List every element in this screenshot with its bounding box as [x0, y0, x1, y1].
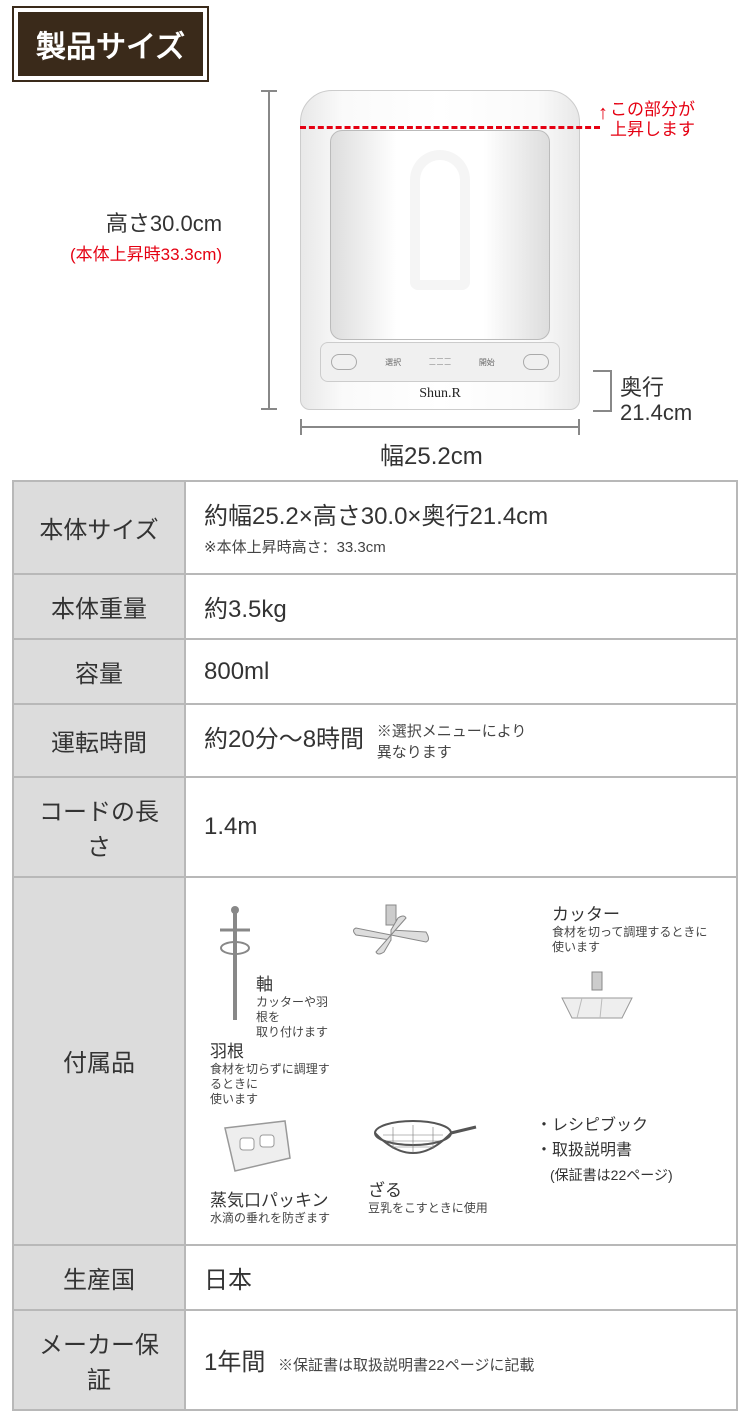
width-dim-line	[300, 426, 580, 428]
height-value: 高さ30.0cm	[106, 211, 222, 236]
accessory-shaft: 軸 カッターや羽根を 取り付けます	[210, 900, 340, 1033]
table-row: 運転時間 約20分～8時間 ※選択メニューにより 異なります	[13, 704, 737, 777]
accessory-hane	[552, 968, 712, 1031]
spec-value: 約3.5kg	[185, 574, 737, 639]
table-row: 生産国 日本	[13, 1245, 737, 1310]
cutter-icon	[346, 900, 436, 960]
rise-arrow-icon: ↑	[598, 102, 608, 125]
select-button-icon	[331, 354, 357, 370]
packing-icon	[210, 1113, 300, 1183]
height-sublabel: (本体上昇時33.3cm)	[70, 245, 222, 264]
accessory-packing: 蒸気口パッキン 水滴の垂れを防ぎます	[210, 1113, 350, 1226]
spec-label: 本体重量	[13, 574, 185, 639]
spec-label: 生産国	[13, 1245, 185, 1310]
accessory-hane-text: 羽根 食材を切らずに調理するときに 使います	[210, 1037, 340, 1107]
table-row: 付属品 軸 カッターや羽根を 取り付けます	[13, 877, 737, 1245]
depth-label: 奥行 21.4cm	[620, 375, 692, 426]
spec-label: 容量	[13, 639, 185, 704]
accessory-cutter-text: カッター 食材を切って調理するときに 使います	[552, 900, 712, 955]
spec-table: 本体サイズ 約幅25.2×高さ30.0×奥行21.4cm ※本体上昇時高さ：33…	[12, 480, 738, 1411]
shaft-icon	[210, 900, 260, 1030]
hane-icon	[552, 968, 642, 1028]
start-button-icon	[523, 354, 549, 370]
rise-indicator-line	[300, 126, 600, 129]
spec-value: 約20分～8時間 ※選択メニューにより 異なります	[185, 704, 737, 777]
spec-label: 付属品	[13, 877, 185, 1245]
accessory-cutter	[346, 900, 546, 963]
spec-value: 約幅25.2×高さ30.0×奥行21.4cm ※本体上昇時高さ：33.3cm	[185, 481, 737, 574]
accessory-zaru: ざる 豆乳をこすときに使用	[368, 1113, 518, 1216]
spec-value: 日本	[185, 1245, 737, 1310]
table-row: 容量 800ml	[13, 639, 737, 704]
spec-label: 運転時間	[13, 704, 185, 777]
table-row: メーカー保証 1年間 ※保証書は取扱説明書22ページに記載	[13, 1310, 737, 1410]
rise-note: この部分が 上昇します	[610, 100, 695, 141]
width-label: 幅25.2cm	[380, 436, 483, 471]
table-row: コードの長さ 1.4m	[13, 777, 737, 877]
zaru-icon	[368, 1113, 478, 1173]
dimension-diagram: 高さ30.0cm (本体上昇時33.3cm) 選択 — — —— — — 開始 …	[0, 80, 750, 480]
height-label: 高さ30.0cm (本体上昇時33.3cm)	[70, 210, 222, 267]
product-illustration: 選択 — — —— — — 開始 Shun.R	[300, 90, 580, 410]
spec-label: 本体サイズ	[13, 481, 185, 574]
product-signature: Shun.R	[419, 386, 461, 402]
accessories-cell: 軸 カッターや羽根を 取り付けます	[185, 877, 737, 1245]
spec-value: 1.4m	[185, 777, 737, 877]
spec-value: 1年間 ※保証書は取扱説明書22ページに記載	[185, 1310, 737, 1410]
height-dim-line	[268, 90, 270, 410]
accessory-docs: ・レシピブック ・取扱説明書 (保証書は22ページ)	[536, 1113, 673, 1187]
table-row: 本体重量 約3.5kg	[13, 574, 737, 639]
spec-label: メーカー保証	[13, 1310, 185, 1410]
depth-dim-line	[582, 370, 612, 412]
table-row: 本体サイズ 約幅25.2×高さ30.0×奥行21.4cm ※本体上昇時高さ：33…	[13, 481, 737, 574]
spec-value: 800ml	[185, 639, 737, 704]
section-title-badge: 製品サイズ	[14, 8, 207, 80]
spec-label: コードの長さ	[13, 777, 185, 877]
